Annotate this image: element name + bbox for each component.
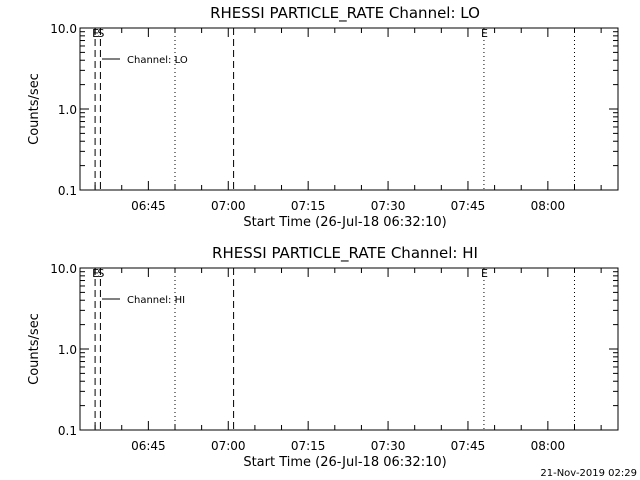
y-axis-label: Counts/sec [27, 73, 42, 145]
event-marker-label: E [481, 27, 488, 40]
x-axis-label: Start Time (26-Jul-18 06:32:10) [243, 215, 446, 230]
y-tick-label: 10.0 [50, 262, 77, 276]
footer-timestamp: 21-Nov-2019 02:29 [540, 468, 637, 479]
y-tick-label: 1.0 [58, 343, 77, 357]
x-tick-label: 07:15 [291, 199, 326, 213]
y-tick-label: 0.1 [58, 184, 77, 198]
y-tick-label: 1.0 [58, 103, 77, 117]
event-marker-label: S [97, 267, 104, 280]
x-tick-label: 07:45 [451, 439, 486, 453]
chart-title: RHESSI PARTICLE_RATE Channel: HI [212, 244, 478, 263]
x-tick-label: 07:30 [371, 199, 406, 213]
y-tick-label: 10.0 [50, 22, 77, 36]
x-tick-label: 08:00 [531, 199, 566, 213]
x-tick-label: 06:45 [131, 199, 166, 213]
plot-frame [79, 267, 619, 431]
y-axis-label: Counts/sec [27, 313, 42, 385]
event-marker-label: S [97, 27, 104, 40]
x-tick-label: 07:00 [211, 199, 246, 213]
plot-frame [79, 27, 619, 191]
x-tick-label: 07:45 [451, 199, 486, 213]
x-tick-label: 07:00 [211, 439, 246, 453]
event-marker-label: E [92, 267, 99, 280]
x-tick-label: 06:45 [131, 439, 166, 453]
event-marker-label: E [481, 267, 488, 280]
x-axis-label: Start Time (26-Jul-18 06:32:10) [243, 455, 446, 470]
x-tick-label: 08:00 [531, 439, 566, 453]
x-tick-label: 07:30 [371, 439, 406, 453]
legend-label: Channel: LO [127, 55, 188, 66]
y-tick-label: 0.1 [58, 424, 77, 438]
legend-label: Channel: HI [127, 295, 185, 306]
x-tick-label: 07:15 [291, 439, 326, 453]
event-marker-label: E [92, 27, 99, 40]
chart-title: RHESSI PARTICLE_RATE Channel: LO [210, 4, 480, 23]
